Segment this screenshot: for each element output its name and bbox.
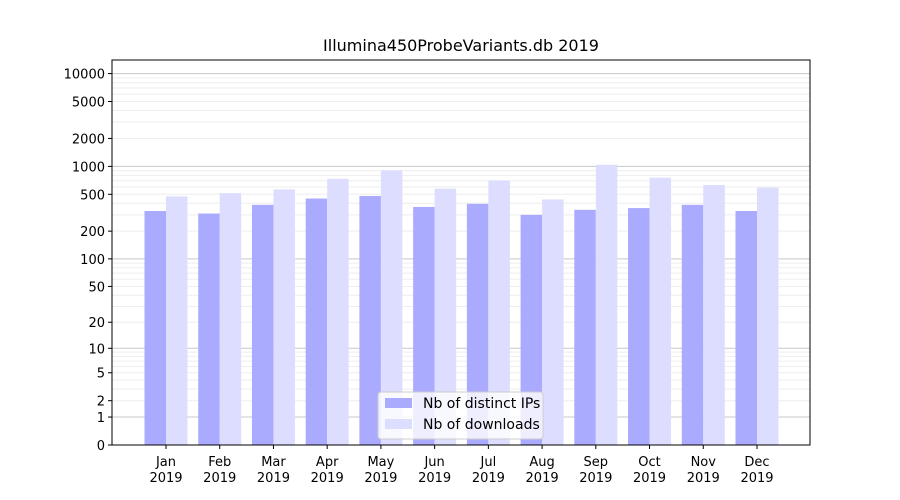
y-tick-label: 20 xyxy=(88,316,105,331)
bar xyxy=(166,196,188,445)
y-tick-label: 100 xyxy=(80,253,105,268)
y-tick-label: 0 xyxy=(97,439,105,454)
y-axis: 0 12 5 10 20 50 100 200 500 1000 2000 5000 10000 xyxy=(64,68,112,454)
bar xyxy=(735,211,757,445)
bar xyxy=(649,177,672,445)
legend-label-distinct-ips: Nb of distinct IPs xyxy=(423,396,540,412)
bar xyxy=(273,189,295,445)
bar xyxy=(251,204,274,445)
x-axis: Jan 2019 Feb 2019 Mar 2019 Apr 2019 May 2019 Jun 20… xyxy=(149,445,774,486)
bar xyxy=(520,214,543,445)
y-tick-label: 2 xyxy=(97,395,105,410)
x-tick-label: Dec 2019 xyxy=(740,455,773,486)
y-tick-label: 5000 xyxy=(72,96,105,111)
chart-title: Illumina450ProbeVariants.db 2019 xyxy=(323,36,599,55)
x-tick-label: May 2019 xyxy=(364,455,397,486)
legend-frame xyxy=(377,391,544,440)
legend: Nb of distinct IPs Nb of downloads xyxy=(377,391,544,440)
legend-label-downloads: Nb of downloads xyxy=(423,417,540,433)
bar xyxy=(628,208,650,445)
bar xyxy=(305,198,328,445)
x-tick-label: Jun 2019 xyxy=(418,455,451,486)
x-tick-label: Apr 2019 xyxy=(311,455,344,486)
bars xyxy=(144,164,779,446)
bar xyxy=(574,209,596,445)
bar xyxy=(198,213,220,445)
x-tick-label: Jan 2019 xyxy=(149,455,182,486)
y-tick-label: 2000 xyxy=(72,132,105,147)
y-tick-label: 10 xyxy=(88,342,105,357)
x-tick-label: Jul 2019 xyxy=(472,455,505,486)
y-tick-label: 500 xyxy=(80,188,105,203)
bar xyxy=(466,203,489,445)
x-tick-label: Aug 2019 xyxy=(526,455,559,486)
y-tick-label: 200 xyxy=(80,225,105,240)
bar xyxy=(144,211,166,445)
bar xyxy=(542,199,564,445)
legend-swatch-downloads xyxy=(385,419,412,429)
bar xyxy=(703,184,725,445)
y-tick-label: 10000 xyxy=(64,68,105,83)
bar xyxy=(359,195,381,445)
bar xyxy=(327,178,349,445)
y-tick-label: 5 xyxy=(97,367,105,382)
bar xyxy=(595,164,618,445)
bar xyxy=(488,180,510,446)
legend-swatch-distinct-ips xyxy=(385,398,412,408)
bar xyxy=(380,170,403,446)
bar xyxy=(413,206,435,445)
plot-frame xyxy=(111,59,811,446)
x-tick-label: Mar 2019 xyxy=(257,455,290,486)
bar xyxy=(681,204,704,445)
bar xyxy=(757,187,779,446)
y-tick-label: 1000 xyxy=(72,160,105,175)
x-tick-label: Feb 2019 xyxy=(203,455,236,486)
bar xyxy=(219,193,242,445)
y-tick-label: 50 xyxy=(88,280,105,295)
x-tick-label: Nov 2019 xyxy=(687,455,720,486)
y-tick-label: 1 xyxy=(97,411,105,426)
x-tick-label: Oct 2019 xyxy=(633,455,666,486)
bar xyxy=(434,188,457,445)
x-tick-label: Sep 2019 xyxy=(579,455,612,486)
